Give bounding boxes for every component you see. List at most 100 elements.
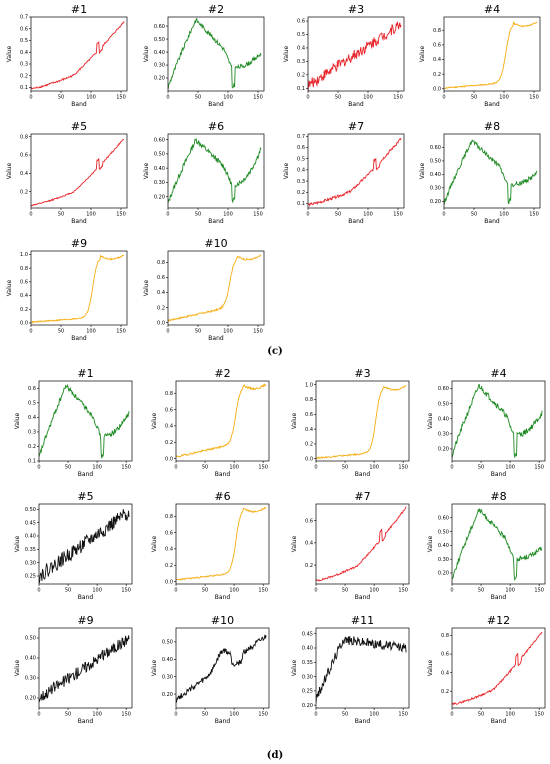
x-tick-label: 100: [369, 588, 379, 594]
x-tick-label: 100: [505, 712, 515, 718]
x-axis-label: Band: [215, 718, 231, 725]
y-tick-label: 0.2: [441, 689, 449, 695]
y-tick-label: 0.4: [20, 293, 28, 299]
subplot-d-9: #9 0 50 100 150 0.20 0.30 0.40 0.50 Band Value: [14, 614, 133, 725]
x-axis-label: Band: [484, 101, 500, 108]
axes-frame: [315, 380, 410, 462]
y-tick-label: 0.1: [297, 201, 305, 207]
series-line: [39, 509, 130, 583]
y-tick-label: 0.40: [438, 543, 449, 549]
x-tick-label: 0: [174, 465, 177, 471]
axes-frame: [30, 133, 128, 209]
chart-title: #1: [71, 3, 87, 16]
series-line: [444, 139, 538, 206]
y-tick-label: 0.3: [297, 59, 305, 65]
chart-title: #9: [71, 237, 87, 250]
x-tick-label: 50: [342, 465, 348, 471]
x-axis-label: Band: [348, 218, 364, 225]
y-tick-label: 0.40: [25, 534, 36, 540]
y-axis-label: Value: [419, 45, 426, 62]
axes-frame: [30, 250, 128, 326]
y-tick-label: 0.60: [154, 24, 165, 30]
y-tick-label: 0.4: [20, 171, 28, 177]
y-tick-label: 0.25: [25, 574, 36, 580]
y-tick-label: 0.0: [20, 321, 28, 327]
chart-title: #1: [77, 367, 93, 380]
x-tick-label: 50: [195, 329, 201, 335]
y-tick-label: 0.20: [430, 199, 441, 205]
x-tick-label: 50: [65, 465, 71, 471]
axes-frame: [175, 380, 270, 462]
x-axis-label: Band: [355, 471, 371, 478]
chart-title: #5: [77, 490, 93, 503]
x-tick-label: 0: [29, 329, 32, 335]
x-tick-label: 150: [121, 712, 131, 718]
y-tick-label: 0.2: [28, 444, 36, 450]
x-tick-label: 150: [258, 465, 268, 471]
series-line: [31, 254, 125, 324]
y-tick-label: 0.30: [154, 180, 165, 186]
y-tick-label: 0.2: [20, 73, 28, 79]
series-line: [168, 138, 262, 204]
series-line: [444, 20, 538, 89]
x-tick-label: 150: [529, 212, 539, 218]
y-tick-label: 0.4: [20, 50, 28, 56]
x-tick-label: 50: [202, 465, 208, 471]
y-tick-label: 0.50: [438, 401, 449, 407]
y-tick-label: 0.20: [154, 194, 165, 200]
y-tick-label: 0.0: [433, 87, 441, 93]
subplot-d-1: #1 0 50 100 150 0.1 0.2 0.3 0.4 0.5 0.6 Band Value: [14, 367, 133, 478]
y-tick-label: 0.1: [297, 86, 305, 92]
y-tick-label: 0.6: [20, 280, 28, 286]
subplot-c-4: #4 0 50 100 150 0.0 0.2 0.4 0.6 0.8 Band Value: [419, 3, 541, 108]
chart-title: #7: [354, 490, 370, 503]
x-tick-label: 150: [393, 212, 403, 218]
axes-frame: [167, 133, 265, 209]
chart-title: #3: [354, 367, 370, 380]
axes-frame: [451, 503, 546, 585]
chart-title: #8: [484, 120, 500, 133]
y-tick-label: 0.30: [438, 432, 449, 438]
x-tick-label: 50: [478, 588, 484, 594]
y-tick-label: 0.2: [433, 72, 441, 78]
y-tick-label: 0.50: [162, 640, 173, 646]
x-axis-label: Band: [71, 101, 87, 108]
axes-frame: [307, 16, 405, 92]
chart-title: #2: [214, 367, 230, 380]
series-line: [308, 21, 402, 91]
subplot-c-7: #7 0 50 100 150 0.1 0.2 0.3 0.4 0.5 0.6 0.7 Band Valu…: [283, 120, 405, 225]
x-tick-label: 0: [174, 712, 177, 718]
series-line: [176, 506, 267, 581]
x-tick-label: 0: [166, 95, 169, 101]
x-axis-label: Band: [355, 718, 371, 725]
x-tick-label: 100: [369, 465, 379, 471]
x-tick-label: 100: [92, 588, 102, 594]
y-tick-label: 0.30: [154, 63, 165, 69]
x-axis-label: Band: [348, 101, 364, 108]
x-tick-label: 0: [442, 95, 445, 101]
x-tick-label: 150: [258, 712, 268, 718]
y-tick-label: 0.2: [20, 189, 28, 195]
subplot-d-11: #11 0 50 100 150 0.20 0.25 0.30 0.35 0.40 0.45 Band…: [291, 614, 410, 725]
y-tick-label: 0.50: [25, 636, 36, 642]
y-tick-label: 0.4: [28, 415, 36, 421]
chart-title: #6: [214, 490, 230, 503]
x-axis-label: Band: [71, 218, 87, 225]
y-tick-label: 0.50: [154, 37, 165, 43]
y-tick-label: 0.50: [25, 507, 36, 513]
y-tick-label: 0.1: [28, 459, 36, 465]
x-tick-label: 150: [398, 588, 408, 594]
series-line: [31, 21, 125, 90]
x-axis-label: Band: [78, 471, 94, 478]
x-axis-label: Band: [215, 471, 231, 478]
y-axis-label: Value: [14, 412, 21, 429]
x-tick-label: 0: [306, 95, 309, 101]
x-tick-label: 100: [499, 212, 509, 218]
subplot-c-10: #10 0 50 100 150 0.0 0.2 0.4 0.6 0.8 Band Value: [143, 237, 265, 342]
x-tick-label: 50: [342, 712, 348, 718]
y-tick-label: 1.0: [305, 382, 313, 388]
y-tick-label: 0.4: [157, 290, 165, 296]
axes-frame: [315, 627, 410, 709]
axes-frame: [38, 503, 133, 585]
y-tick-label: 0.35: [302, 660, 313, 666]
